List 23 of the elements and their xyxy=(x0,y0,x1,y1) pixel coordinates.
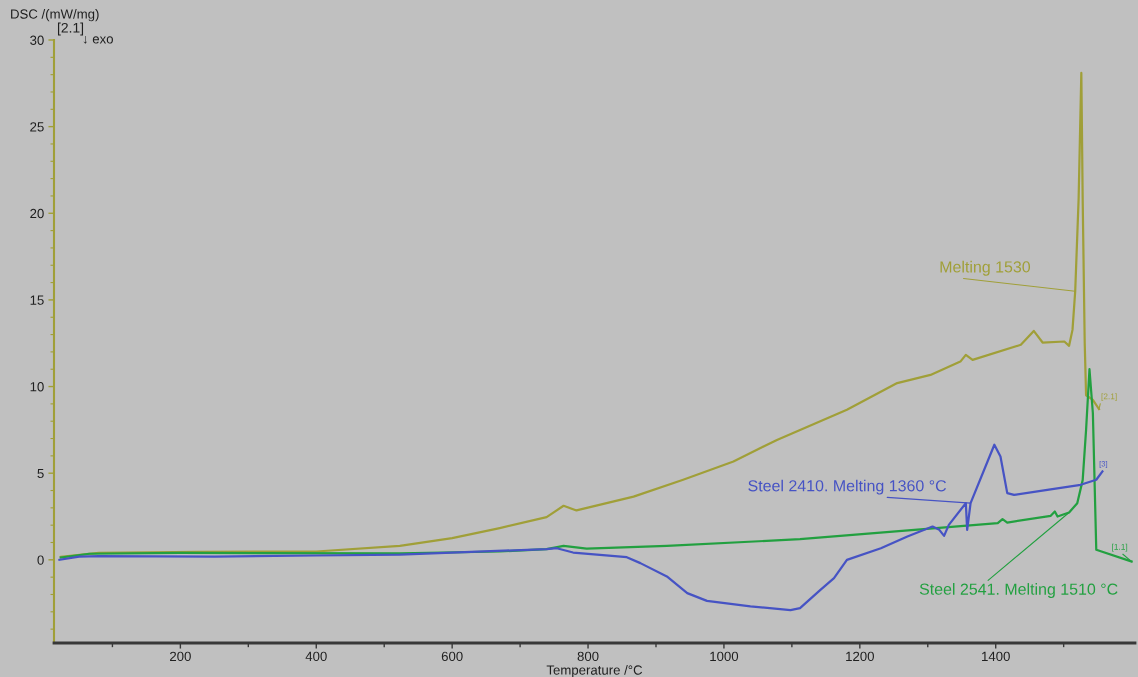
x-tick-label: 800 xyxy=(577,651,599,662)
annotation: ↓ exo xyxy=(83,36,113,44)
annotation: Steel 2541. Melting 1510 °C xyxy=(919,583,1118,598)
x-tick-label: 1400 xyxy=(982,651,1010,662)
annotation: [1.1] xyxy=(1112,543,1128,552)
x-tick-label: 1200 xyxy=(846,651,874,662)
x-tick-label: 200 xyxy=(170,651,191,662)
y-tick-label: 25 xyxy=(30,122,44,132)
text: [2.1] xyxy=(57,22,84,36)
x-tick-label: 1000 xyxy=(710,651,739,662)
y-tick-label: 20 xyxy=(30,208,44,219)
x-tick-label: 600 xyxy=(441,651,463,662)
annotation: [2.1] xyxy=(1101,393,1117,401)
y-axis-title: DSC /(mW/mg) xyxy=(11,9,99,22)
x-axis-title: Temperature /°C xyxy=(546,665,643,677)
annotation: Steel 2410. Melting 1360 °C xyxy=(748,479,947,495)
y-tick-label: 10 xyxy=(30,382,44,392)
y-tick-label: 15 xyxy=(30,295,44,305)
x-tick-label: 400 xyxy=(305,651,327,662)
annotation: Melting 1530 xyxy=(940,260,1031,276)
y-tick-label: 0 xyxy=(37,555,44,565)
y-tick-label: 30 xyxy=(30,35,44,45)
y-tick-label: 5 xyxy=(37,468,44,479)
